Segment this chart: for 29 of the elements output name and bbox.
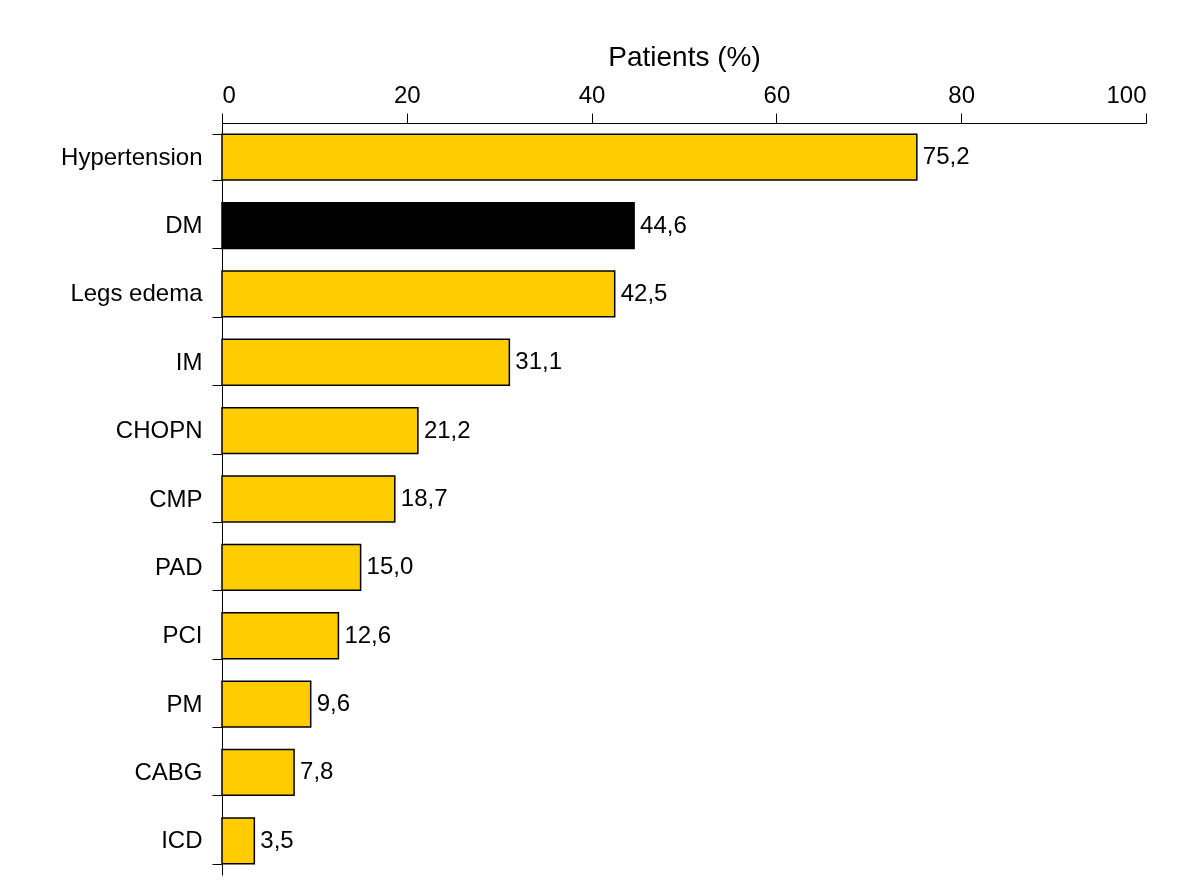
y-tick-label: IM xyxy=(175,347,203,375)
data-label: 15,0 xyxy=(366,552,414,580)
y-tick-label: CHOPN xyxy=(115,416,203,444)
x-axis-title: Patients (%) xyxy=(608,40,761,72)
x-tick-label: 40 xyxy=(578,80,606,108)
y-tick-label: Hypertension xyxy=(61,142,203,170)
x-tick-label: 60 xyxy=(763,80,791,108)
y-tick-label: PCI xyxy=(162,621,203,649)
y-tick-label: PAD xyxy=(154,552,203,580)
y-tick-label: DM xyxy=(165,211,203,239)
data-label: 75,2 xyxy=(922,142,970,170)
data-label: 42,5 xyxy=(620,278,668,306)
y-tick-label: ICD xyxy=(161,826,203,854)
data-label: 21,2 xyxy=(423,415,471,443)
x-tick-label: 80 xyxy=(948,80,976,108)
y-tick-label: PM xyxy=(166,689,203,717)
x-tick-label: 0 xyxy=(222,80,236,108)
data-label: 44,6 xyxy=(640,210,687,238)
y-tick-label: Legs edema xyxy=(70,279,204,307)
data-label: 31,1 xyxy=(515,347,563,375)
data-label: 12,6 xyxy=(344,620,392,648)
data-label: 18,7 xyxy=(400,484,448,511)
x-tick-label: 20 xyxy=(393,80,421,108)
y-tick-label: CMP xyxy=(149,484,203,512)
x-tick-label: 100 xyxy=(1106,80,1147,108)
data-label: 3,5 xyxy=(260,825,294,853)
y-tick-label: CABG xyxy=(134,757,203,785)
data-label: 9,6 xyxy=(316,689,351,717)
data-label: 7,8 xyxy=(300,757,334,785)
